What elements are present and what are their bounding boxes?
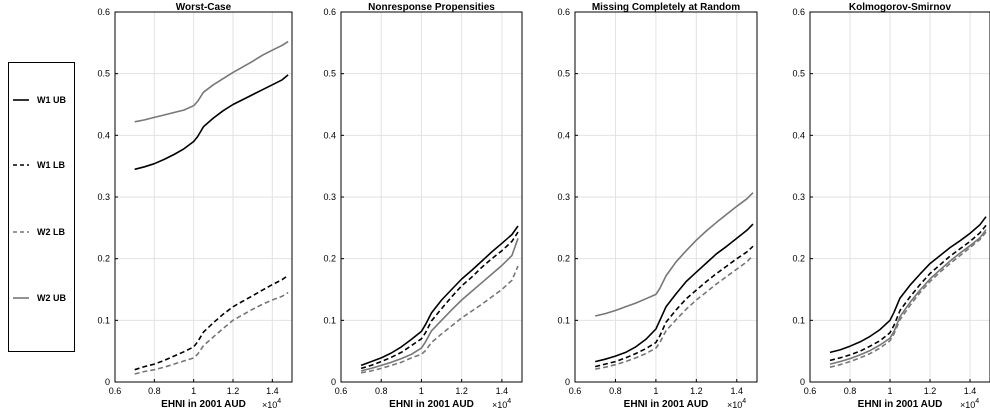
panel-title: Nonresponse Propensities (368, 2, 495, 13)
y-tick-label: 0 (800, 377, 805, 387)
y-tick-label: 0 (105, 377, 110, 387)
x-multiplier-exponent: 4 (277, 398, 281, 405)
x-tick-label: 1.2 (227, 386, 240, 396)
y-tick-label: 0.2 (557, 254, 570, 264)
legend-label: W2 LB (37, 227, 65, 237)
series-line (134, 40, 289, 123)
x-tick-label: 0.6 (804, 386, 817, 396)
legend-label: W2 UB (37, 293, 67, 303)
chart-panels: 0.6 0.8 1 1.2 1.4 0 0.1 0.2 0.3 0.4 0.5 0.6 Worst-Ca… (97, 2, 990, 410)
panel-title: Worst-Case (176, 2, 232, 13)
x-tick-label: 1.4 (266, 386, 279, 396)
y-tick-label: 0.6 (557, 7, 570, 17)
y-tick-label: 0.1 (323, 315, 336, 325)
x-multiplier-base: ×10 (492, 400, 507, 410)
series-line (595, 223, 754, 363)
series-line (134, 291, 289, 375)
y-tick-label: 0.4 (557, 130, 570, 140)
panel-title: Missing Completely at Random (592, 2, 740, 13)
y-tick-label: 0.5 (557, 69, 570, 79)
y-tick-label: 0.3 (557, 192, 570, 202)
x-tick-label: 0.6 (335, 386, 348, 396)
y-tick-label: 0.4 (97, 130, 110, 140)
y-tick-label: 0.1 (792, 315, 805, 325)
y-tick-label: 0.3 (97, 192, 110, 202)
x-tick-label: 1.4 (731, 386, 744, 396)
series-line (595, 192, 754, 317)
y-tick-label: 0.5 (97, 69, 110, 79)
x-tick-label: 1.2 (455, 386, 468, 396)
series-line (829, 216, 987, 354)
x-tick-label: 1.4 (496, 386, 509, 396)
x-tick-label: 0.6 (109, 386, 122, 396)
x-multiplier: ×104 (727, 398, 746, 410)
series-line (360, 225, 519, 367)
legend-label: W1 UB (37, 95, 67, 105)
series-line (360, 231, 519, 370)
series-line (595, 245, 754, 368)
y-tick-label: 0.5 (323, 69, 336, 79)
x-tick-label: 0.8 (148, 386, 161, 396)
y-tick-label: 0.3 (323, 192, 336, 202)
x-tick-label: 1.2 (924, 386, 937, 396)
y-tick-label: 0.4 (792, 130, 805, 140)
series-line (595, 255, 754, 370)
x-multiplier: ×104 (492, 398, 511, 410)
x-tick-label: 0.8 (375, 386, 388, 396)
y-tick-label: 0 (331, 377, 336, 387)
x-multiplier-base: ×10 (727, 400, 742, 410)
x-tick-label: 1 (887, 386, 892, 396)
series-line (829, 224, 987, 362)
x-multiplier-exponent: 4 (742, 398, 746, 405)
x-axis-label: EHNI in 2001 AUD (624, 399, 709, 410)
x-tick-label: 1 (419, 386, 424, 396)
y-tick-label: 0.6 (97, 7, 110, 17)
y-tick-label: 0.1 (97, 315, 110, 325)
legend-box (8, 62, 75, 352)
x-multiplier-exponent: 4 (507, 398, 511, 405)
x-axis-label: EHNI in 2001 AUD (389, 399, 474, 410)
panel-title: Kolmogorov-Smirnov (849, 2, 952, 13)
legend: W1 UB W1 LB W2 LB W2 UB (8, 62, 75, 352)
y-tick-label: 0.5 (792, 69, 805, 79)
y-tick-label: 0.6 (323, 7, 336, 17)
series-line (829, 231, 987, 368)
y-tick-label: 0.2 (792, 254, 805, 264)
x-multiplier: ×104 (960, 398, 979, 410)
legend-label: W1 LB (37, 160, 65, 170)
x-tick-label: 0.6 (569, 386, 582, 396)
x-axis-label: EHNI in 2001 AUD (858, 399, 943, 410)
x-tick-label: 1 (653, 386, 658, 396)
x-multiplier-base: ×10 (960, 400, 975, 410)
y-tick-label: 0.2 (97, 254, 110, 264)
x-multiplier-base: ×10 (262, 400, 277, 410)
chart-panel: 0.6 0.8 1 1.2 1.4 0 0.1 0.2 0.3 0.4 0.5 0.6 Kolmogor… (792, 2, 990, 410)
x-multiplier-exponent: 4 (975, 398, 979, 405)
y-tick-label: 0 (565, 377, 570, 387)
series-line (360, 238, 519, 372)
series-line (360, 265, 519, 374)
y-tick-label: 0.3 (792, 192, 805, 202)
x-tick-label: 1.2 (690, 386, 703, 396)
x-tick-label: 0.8 (609, 386, 622, 396)
y-tick-label: 0.1 (557, 315, 570, 325)
chart-panel: 0.6 0.8 1 1.2 1.4 0 0.1 0.2 0.3 0.4 0.5 0.6 Worst-Ca… (97, 2, 293, 410)
chart-panel: 0.6 0.8 1 1.2 1.4 0 0.1 0.2 0.3 0.4 0.5 0.6 Missing … (557, 2, 758, 410)
x-tick-label: 1.4 (964, 386, 977, 396)
x-multiplier: ×104 (262, 398, 281, 410)
y-tick-label: 0.2 (323, 254, 336, 264)
series-line (134, 74, 289, 171)
x-tick-label: 1 (191, 386, 196, 396)
series-line (134, 274, 289, 371)
x-axis-label: EHNI in 2001 AUD (161, 399, 246, 410)
y-tick-label: 0.4 (323, 130, 336, 140)
chart-panel: 0.6 0.8 1 1.2 1.4 0 0.1 0.2 0.3 0.4 0.5 0.6 Nonrespo… (323, 2, 523, 410)
y-tick-label: 0.6 (792, 7, 805, 17)
x-tick-label: 0.8 (844, 386, 857, 396)
series-line (829, 229, 987, 365)
